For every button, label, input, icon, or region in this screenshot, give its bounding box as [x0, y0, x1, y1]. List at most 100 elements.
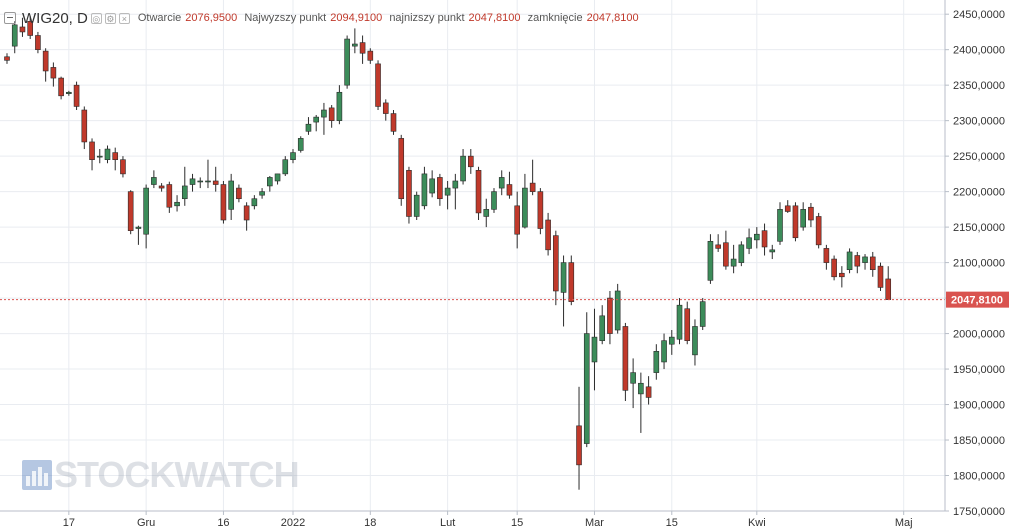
candle-body — [684, 308, 691, 341]
candle — [259, 188, 265, 199]
candle-body — [707, 241, 714, 281]
candle — [352, 28, 358, 54]
candle — [220, 180, 227, 224]
candle — [553, 230, 559, 306]
candle — [645, 376, 652, 405]
y-tick-label: 2200,0000 — [953, 187, 1005, 199]
candle-body — [220, 184, 227, 221]
x-tick-label: 2022 — [281, 517, 305, 529]
candle-body — [73, 84, 80, 107]
candle-body — [668, 336, 675, 345]
candle-body — [738, 244, 745, 263]
candle — [437, 173, 443, 206]
symbol-label[interactable]: WIG20, D — [22, 9, 88, 27]
y-tick-label: 2150,0000 — [953, 222, 1005, 234]
x-tick-label: Mar — [585, 517, 604, 529]
candle — [467, 149, 474, 174]
candle-body — [831, 258, 837, 278]
close-icon[interactable]: × — [118, 12, 130, 24]
candle-body — [475, 170, 482, 214]
candles — [4, 15, 892, 490]
candle — [684, 301, 691, 345]
candle — [367, 48, 374, 64]
y-tick-label: 2100,0000 — [953, 258, 1005, 270]
candle — [784, 200, 791, 213]
candle — [738, 241, 745, 267]
candle-body — [151, 177, 157, 185]
candle-body — [19, 26, 26, 33]
candle — [112, 147, 119, 171]
candle-body — [839, 272, 845, 278]
candle-body — [723, 242, 729, 267]
candle — [823, 244, 830, 270]
candle-body — [437, 177, 443, 200]
candle-body — [236, 187, 242, 200]
candle-body — [375, 63, 381, 107]
x-tick-label: 16 — [217, 517, 229, 529]
visibility-icon[interactable]: ◎ — [90, 12, 102, 24]
candle-body — [699, 301, 706, 327]
candle-body — [413, 194, 420, 217]
x-tick-label: 17 — [63, 517, 75, 529]
candle-body — [514, 205, 520, 235]
candle-body — [784, 205, 791, 212]
candle-body — [568, 262, 575, 302]
candle-body — [174, 201, 180, 207]
candle — [42, 48, 49, 82]
candle-body — [27, 20, 33, 36]
candle-body — [607, 297, 613, 334]
candle-body — [746, 237, 752, 249]
candle — [19, 17, 26, 37]
low-label: najnizszy punkt — [389, 12, 465, 24]
candle — [27, 15, 33, 40]
candle — [212, 166, 219, 192]
candle-body — [591, 336, 598, 363]
watermark-text: STOCKWATCH — [54, 454, 300, 495]
candle — [846, 248, 853, 274]
candle — [251, 195, 258, 210]
candle-body — [614, 290, 621, 331]
candle — [73, 81, 80, 111]
x-tick-label: Gru — [137, 517, 155, 529]
candle — [483, 198, 490, 228]
candle-body — [537, 191, 544, 229]
candle — [398, 134, 405, 206]
candle — [444, 180, 451, 210]
candle — [800, 202, 806, 231]
candle — [715, 234, 721, 252]
candle-body — [282, 159, 289, 175]
candle — [792, 202, 799, 242]
candle-body — [89, 141, 95, 160]
candle-body — [104, 148, 111, 160]
candle-body — [777, 209, 783, 242]
candle — [560, 255, 567, 327]
candle-body — [823, 248, 830, 263]
candle-body — [730, 258, 737, 267]
candle — [158, 183, 165, 192]
candle-body — [243, 205, 250, 221]
y-axis[interactable]: 1750,0000 1800,0000 1850,0000 1900,0000 1950… — [945, 9, 1005, 518]
candle — [514, 191, 520, 249]
candle-body — [645, 386, 652, 398]
candle — [297, 136, 304, 153]
candle-body — [460, 155, 466, 182]
chart-legend: WIG20, D ◎ ⚙ × Otwarcie 2076,9500 Najwyzs… — [4, 9, 643, 27]
x-tick-label: Kwi — [748, 517, 766, 529]
x-tick-label: 15 — [666, 517, 678, 529]
candle-body — [390, 113, 397, 132]
collapse-icon[interactable] — [4, 12, 16, 24]
candle — [568, 255, 575, 306]
candle-body — [352, 43, 358, 47]
candle — [413, 191, 420, 221]
candle-body — [754, 233, 760, 241]
candle — [537, 188, 544, 235]
candle — [359, 35, 366, 64]
candle-body — [661, 340, 667, 363]
candle — [475, 166, 482, 221]
candle — [730, 244, 737, 274]
candle — [746, 228, 752, 255]
settings-icon[interactable]: ⚙ — [104, 12, 116, 24]
x-axis[interactable]: 17 Gru 16 2022 18 Lut 15 Mar 15 Kwi Maj — [63, 511, 913, 529]
candle — [583, 312, 590, 448]
candle-body — [599, 315, 606, 341]
